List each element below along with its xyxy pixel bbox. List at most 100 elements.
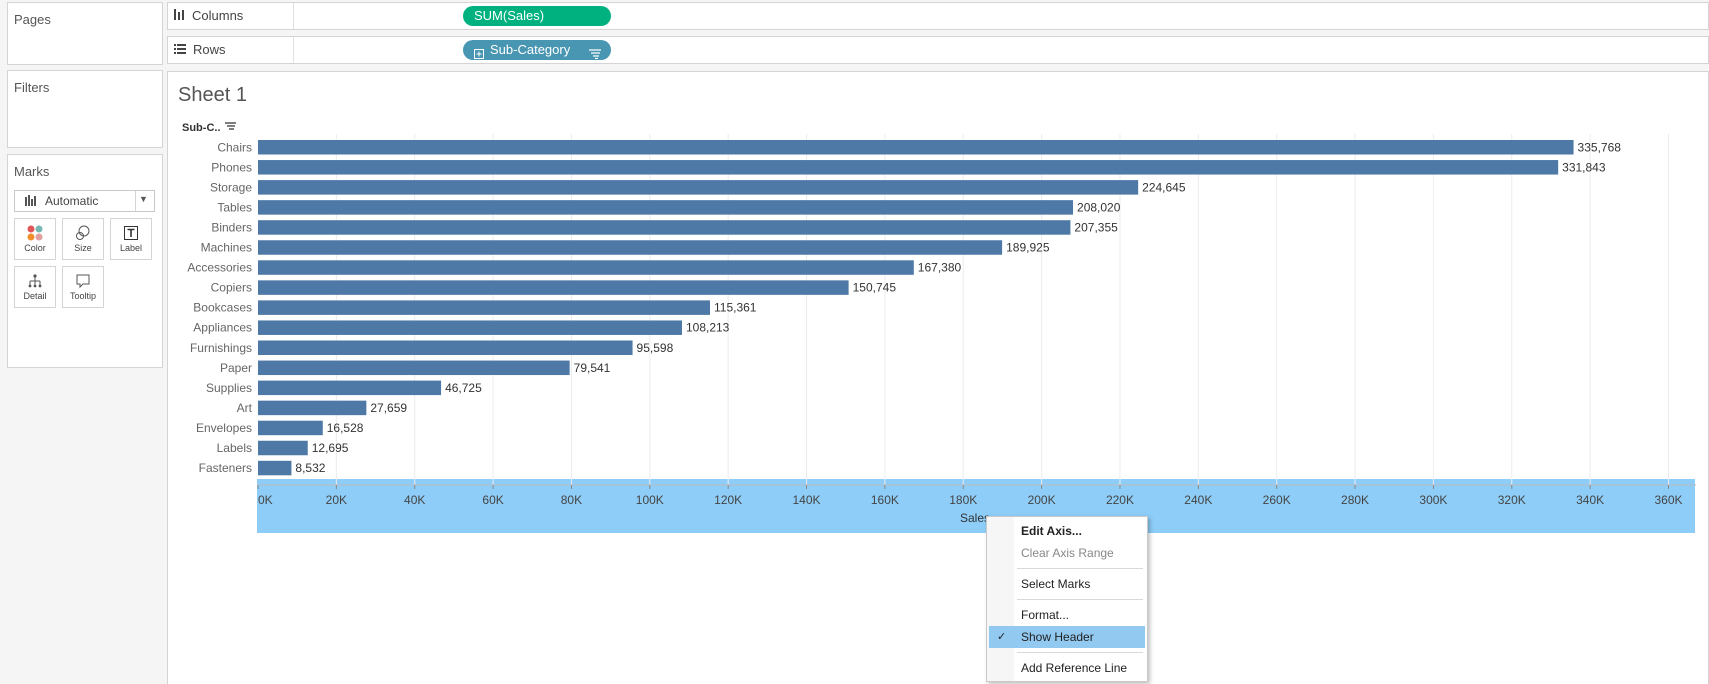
axis-context-menu: Edit Axis... Clear Axis Range Select Mar… — [986, 516, 1148, 682]
value-label: 207,355 — [1074, 220, 1118, 234]
menu-format[interactable]: Format... — [989, 604, 1145, 626]
menu-edit-axis[interactable]: Edit Axis... — [989, 520, 1145, 542]
category-label: Storage — [210, 180, 252, 194]
bar[interactable] — [258, 160, 1559, 175]
menu-select-marks[interactable]: Select Marks — [989, 573, 1145, 595]
tick-label: 340K — [1576, 493, 1604, 507]
sort-descending-icon[interactable] — [224, 122, 236, 134]
category-label: Art — [237, 401, 253, 415]
mark-type-divider — [135, 191, 136, 211]
category-label: Supplies — [206, 381, 252, 395]
bar[interactable] — [258, 300, 710, 315]
sort-descending-icon[interactable] — [589, 45, 601, 65]
sub-category-pill[interactable]: Sub-Category — [463, 40, 611, 60]
pages-title: Pages — [14, 12, 51, 27]
category-label: Paper — [220, 361, 252, 375]
rows-shelf-header: Rows — [174, 42, 226, 57]
axis-selection-highlight[interactable] — [257, 479, 1695, 533]
mark-type-dropdown[interactable]: Automatic ▼ — [14, 190, 155, 212]
bar[interactable] — [258, 420, 323, 436]
rows-icon — [174, 42, 186, 57]
bar[interactable] — [258, 400, 367, 416]
bar[interactable] — [258, 340, 633, 356]
value-label: 16,528 — [327, 421, 364, 435]
text-label-icon — [111, 225, 151, 241]
tick-label: 260K — [1263, 493, 1291, 507]
menu-clear-axis-range-label: Clear Axis Range — [1021, 546, 1114, 560]
bar[interactable] — [258, 320, 682, 335]
label-card[interactable]: Label — [110, 218, 152, 260]
detail-tree-icon — [15, 273, 55, 289]
rows-shelf[interactable]: Rows Sub-Category — [167, 36, 1709, 64]
chevron-down-icon: ▼ — [139, 194, 148, 204]
category-label: Machines — [201, 241, 252, 255]
plus-box-icon[interactable] — [474, 45, 484, 65]
columns-shelf[interactable]: Columns SUM(Sales) — [167, 2, 1709, 30]
tick-label: 0K — [258, 493, 273, 507]
sales-bar-chart[interactable]: Chairs 335,768 Phones 331,843 Storage 224,645… — [167, 134, 1697, 510]
value-label: 27,659 — [370, 401, 407, 415]
bar[interactable] — [258, 140, 1574, 155]
tick-label: 60K — [482, 493, 503, 507]
size-circles-icon — [63, 225, 103, 241]
sheet-title[interactable]: Sheet 1 — [178, 84, 247, 106]
marks-title: Marks — [14, 164, 50, 179]
category-label: Labels — [217, 441, 252, 455]
pages-panel[interactable]: Pages — [7, 2, 163, 65]
value-label: 189,925 — [1006, 241, 1050, 255]
value-label: 46,725 — [445, 381, 482, 395]
tick-label: 100K — [636, 493, 664, 507]
detail-card[interactable]: Detail — [14, 266, 56, 308]
category-label: Tables — [217, 200, 252, 214]
bar-chart-icon — [25, 195, 37, 209]
tick-label: 20K — [326, 493, 347, 507]
bar[interactable] — [258, 240, 1003, 255]
sum-sales-pill-label: SUM(Sales) — [474, 8, 545, 23]
bar[interactable] — [258, 440, 308, 456]
shelf-divider — [293, 3, 294, 29]
sum-sales-pill[interactable]: SUM(Sales) — [463, 6, 611, 26]
tick-label: 320K — [1498, 493, 1526, 507]
tick-label: 160K — [871, 493, 899, 507]
bar[interactable] — [258, 220, 1071, 235]
marks-panel: Marks — [7, 154, 163, 368]
tick-label: 240K — [1184, 493, 1212, 507]
axis-title[interactable]: Sales — [960, 511, 991, 525]
menu-gutter — [987, 517, 1014, 681]
category-label: Accessories — [187, 261, 252, 275]
sub-category-pill-label: Sub-Category — [490, 42, 571, 57]
category-label: Furnishings — [190, 341, 252, 355]
columns-label: Columns — [192, 8, 244, 23]
size-card-label: Size — [74, 243, 92, 253]
filters-panel[interactable]: Filters — [7, 70, 163, 148]
menu-show-header[interactable]: ✓ Show Header — [989, 626, 1145, 648]
bar[interactable] — [258, 460, 292, 476]
tick-label: 180K — [949, 493, 977, 507]
label-card-label: Label — [119, 243, 143, 253]
menu-add-reference-line[interactable]: Add Reference Line — [989, 657, 1145, 679]
bar[interactable] — [258, 260, 914, 275]
bar[interactable] — [258, 200, 1074, 215]
sub-category-header[interactable]: Sub-C.. — [182, 122, 236, 134]
tick-label: 140K — [793, 493, 821, 507]
tick-label: 200K — [1028, 493, 1056, 507]
tooltip-card[interactable]: Tooltip — [62, 266, 104, 308]
value-label: 208,020 — [1077, 200, 1121, 214]
value-label: 12,695 — [312, 441, 349, 455]
bar[interactable] — [258, 280, 849, 295]
category-label: Binders — [211, 220, 252, 234]
category-label: Copiers — [211, 281, 252, 295]
category-label: Bookcases — [193, 301, 252, 315]
menu-separator — [1017, 599, 1143, 600]
bar[interactable] — [258, 360, 570, 376]
menu-select-marks-label: Select Marks — [1021, 577, 1091, 591]
value-label: 95,598 — [637, 341, 674, 355]
size-card[interactable]: Size — [62, 218, 104, 260]
mark-type-label: Automatic — [45, 194, 99, 208]
color-card[interactable]: Color — [14, 218, 56, 260]
bar[interactable] — [258, 380, 442, 396]
shelf-divider — [293, 37, 294, 63]
menu-separator — [1017, 652, 1143, 653]
bar[interactable] — [258, 180, 1139, 195]
tick-label: 280K — [1341, 493, 1369, 507]
